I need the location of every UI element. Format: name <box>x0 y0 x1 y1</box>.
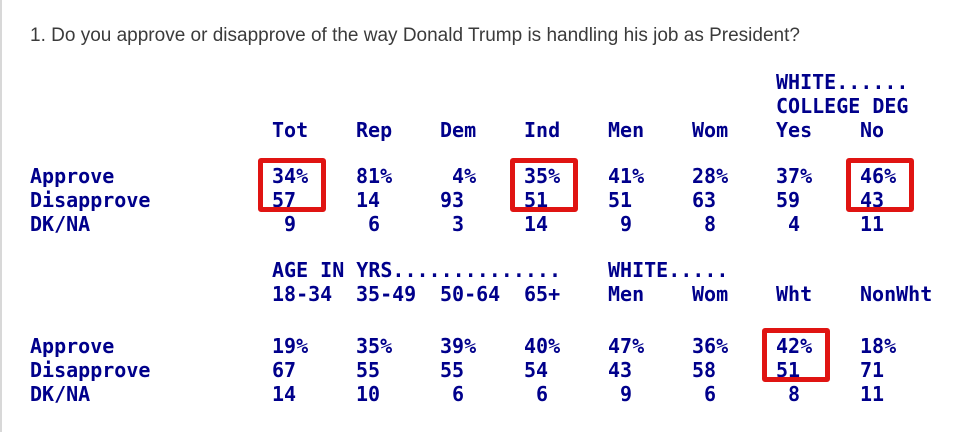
table-row-approve: Approve 19% 35% 39% 40% 47% 36% 42% 18% <box>30 334 958 358</box>
stat-cell: 51 <box>608 188 633 212</box>
table-top-data: Approve 34% 81% 4% 35% 41% 28% 37% 46% D… <box>30 158 958 236</box>
stat-cell: 14 <box>356 188 381 212</box>
stat-cell: 35% <box>356 334 393 358</box>
group-header-row: COLLEGE DEG <box>30 94 958 118</box>
table-row-approve: Approve 34% 81% 4% 35% 41% 28% 37% 46% <box>30 164 958 188</box>
stat-cell: 55 <box>440 358 465 382</box>
column-header-tot: Tot <box>272 118 309 142</box>
stat-cell: 35% <box>524 164 561 188</box>
stat-cell: 54 <box>524 358 549 382</box>
stat-cell: 6 <box>368 212 381 236</box>
stat-cell: 59 <box>776 188 801 212</box>
stat-cell: 67 <box>272 358 297 382</box>
column-header-65plus: 65+ <box>524 282 561 306</box>
group-header-white: WHITE...... <box>776 70 909 94</box>
stat-cell: 57 <box>272 188 297 212</box>
stat-cell: 19% <box>272 334 309 358</box>
stat-cell: 81% <box>356 164 393 188</box>
row-label: Disapprove <box>30 358 151 382</box>
stat-cell: 51 <box>524 188 549 212</box>
stat-cell: 18% <box>860 334 897 358</box>
stat-cell: 14 <box>524 212 549 236</box>
stat-cell: 6 <box>704 382 717 406</box>
stat-cell: 9 <box>284 212 297 236</box>
stat-cell: 6 <box>536 382 549 406</box>
group-header-row: AGE IN YRS.............. WHITE..... <box>30 258 958 282</box>
stat-cell: 46% <box>860 164 897 188</box>
stat-cell: 11 <box>860 382 885 406</box>
stat-cell: 10 <box>356 382 381 406</box>
stat-cell: 43 <box>608 358 633 382</box>
stat-cell: 55 <box>356 358 381 382</box>
table-row-disapprove: Disapprove 57 14 93 51 51 63 59 43 <box>30 188 958 212</box>
stat-cell: 4 <box>788 212 801 236</box>
column-header-ind: Ind <box>524 118 561 142</box>
column-header-18-34: 18-34 <box>272 282 333 306</box>
column-header-no: No <box>860 118 885 142</box>
poll-table-top: WHITE...... COLLEGE DEG Tot Rep Dem Ind … <box>30 70 958 236</box>
stat-cell: 9 <box>620 212 633 236</box>
stat-cell: 6 <box>452 382 465 406</box>
row-label: DK/NA <box>30 382 91 406</box>
stat-cell: 71 <box>860 358 885 382</box>
table-row-dkna: DK/NA 14 10 6 6 9 6 8 11 <box>30 382 958 406</box>
poll-table-bottom: AGE IN YRS.............. WHITE..... 18-3… <box>30 258 958 406</box>
row-label: DK/NA <box>30 212 91 236</box>
stat-cell: 4% <box>452 164 477 188</box>
stat-cell: 36% <box>692 334 729 358</box>
row-label: Approve <box>30 164 115 188</box>
column-header-nonwht: NonWht <box>860 282 933 306</box>
stat-cell: 9 <box>620 382 633 406</box>
column-header-rep: Rep <box>356 118 393 142</box>
stat-cell: 47% <box>608 334 645 358</box>
column-header-50-64: 50-64 <box>440 282 501 306</box>
column-header-white-men: Men <box>608 282 645 306</box>
stat-cell: 58 <box>692 358 717 382</box>
row-label: Approve <box>30 334 115 358</box>
table-bottom-data: Approve 19% 35% 39% 40% 47% 36% 42% 18% … <box>30 328 958 406</box>
stat-cell: 93 <box>440 188 465 212</box>
stat-cell: 43 <box>860 188 885 212</box>
stat-cell: 34% <box>272 164 309 188</box>
column-header-row: 18-34 35-49 50-64 65+ Men Wom Wht NonWht <box>30 282 958 306</box>
table-row-dkna: DK/NA 9 6 3 14 9 8 4 11 <box>30 212 958 236</box>
stat-cell: 41% <box>608 164 645 188</box>
stat-cell: 14 <box>272 382 297 406</box>
column-header-wht: Wht <box>776 282 813 306</box>
stat-cell: 40% <box>524 334 561 358</box>
column-header-wom: Wom <box>692 118 729 142</box>
row-label: Disapprove <box>30 188 151 212</box>
group-header-row: WHITE...... <box>30 70 958 94</box>
table-row-disapprove: Disapprove 67 55 55 54 43 58 51 71 <box>30 358 958 382</box>
column-header-dem: Dem <box>440 118 477 142</box>
group-header-college-deg: COLLEGE DEG <box>776 94 909 118</box>
stat-cell: 39% <box>440 334 477 358</box>
stat-cell: 8 <box>704 212 717 236</box>
stat-cell: 51 <box>776 358 801 382</box>
group-header-age-in-yrs: AGE IN YRS.............. <box>272 258 561 282</box>
column-header-men: Men <box>608 118 645 142</box>
stat-cell: 8 <box>788 382 801 406</box>
stat-cell: 11 <box>860 212 885 236</box>
column-header-row: Tot Rep Dem Ind Men Wom Yes No <box>30 118 958 142</box>
stat-cell: 63 <box>692 188 717 212</box>
column-header-white-wom: Wom <box>692 282 729 306</box>
stat-cell: 28% <box>692 164 729 188</box>
column-header-yes: Yes <box>776 118 813 142</box>
stat-cell: 42% <box>776 334 813 358</box>
column-header-35-49: 35-49 <box>356 282 417 306</box>
stat-cell: 37% <box>776 164 813 188</box>
group-header-white: WHITE..... <box>608 258 729 282</box>
stat-cell: 3 <box>452 212 465 236</box>
question-title: 1. Do you approve or disapprove of the w… <box>30 25 800 46</box>
